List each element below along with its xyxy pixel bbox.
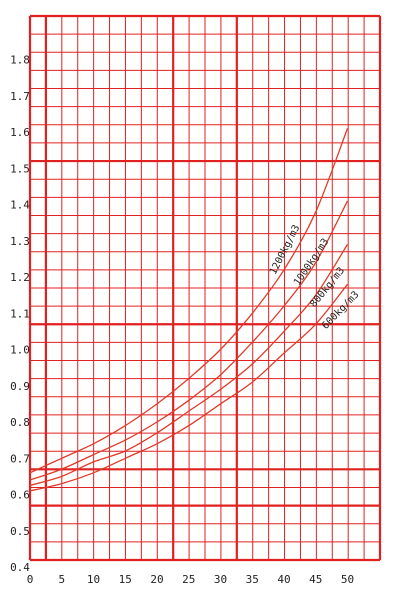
x-tick-label: 30 bbox=[214, 573, 227, 586]
y-tick-label: 0.7 bbox=[10, 452, 30, 465]
y-tick-label: 0.4 bbox=[10, 561, 30, 574]
x-tick-label: 35 bbox=[246, 573, 259, 586]
x-tick-label: 0 bbox=[27, 573, 34, 586]
x-tick-label: 15 bbox=[119, 573, 132, 586]
y-tick-label: 1.2 bbox=[10, 271, 30, 284]
x-tick-label: 50 bbox=[341, 573, 354, 586]
y-tick-label: 0.6 bbox=[10, 489, 30, 502]
y-tick-label: 1.5 bbox=[10, 162, 30, 175]
x-tick-label: 40 bbox=[277, 573, 290, 586]
series-line-1 bbox=[29, 200, 349, 481]
y-tick-label: 1.6 bbox=[10, 126, 30, 139]
y-tick-label: 1.0 bbox=[10, 344, 30, 357]
y-tick-label: 0.9 bbox=[10, 380, 30, 393]
series-line-3 bbox=[29, 283, 349, 492]
series-line-2 bbox=[29, 244, 349, 487]
y-tick-label: 1.3 bbox=[10, 235, 30, 248]
grid bbox=[28, 14, 382, 562]
y-tick-label: 1.8 bbox=[10, 54, 30, 67]
y-tick-label: 0.8 bbox=[10, 416, 30, 429]
series-line-0 bbox=[29, 128, 349, 474]
x-tick-label: 10 bbox=[87, 573, 100, 586]
x-tick-label: 45 bbox=[309, 573, 322, 586]
y-tick-label: 1.7 bbox=[10, 90, 30, 103]
x-tick-label: 20 bbox=[150, 573, 163, 586]
tick-labels: 0 5 10 15 20 25 30 35 40 45 50 0.4 0.5 0.6 0.7 0.8 0.9 1.… bbox=[10, 54, 354, 587]
x-tick-label: 5 bbox=[58, 573, 65, 586]
y-tick-label: 1.1 bbox=[10, 307, 30, 320]
y-tick-label: 0.5 bbox=[10, 525, 30, 538]
curves bbox=[29, 128, 349, 492]
y-tick-label: 1.4 bbox=[10, 199, 30, 212]
x-tick-label: 25 bbox=[182, 573, 195, 586]
